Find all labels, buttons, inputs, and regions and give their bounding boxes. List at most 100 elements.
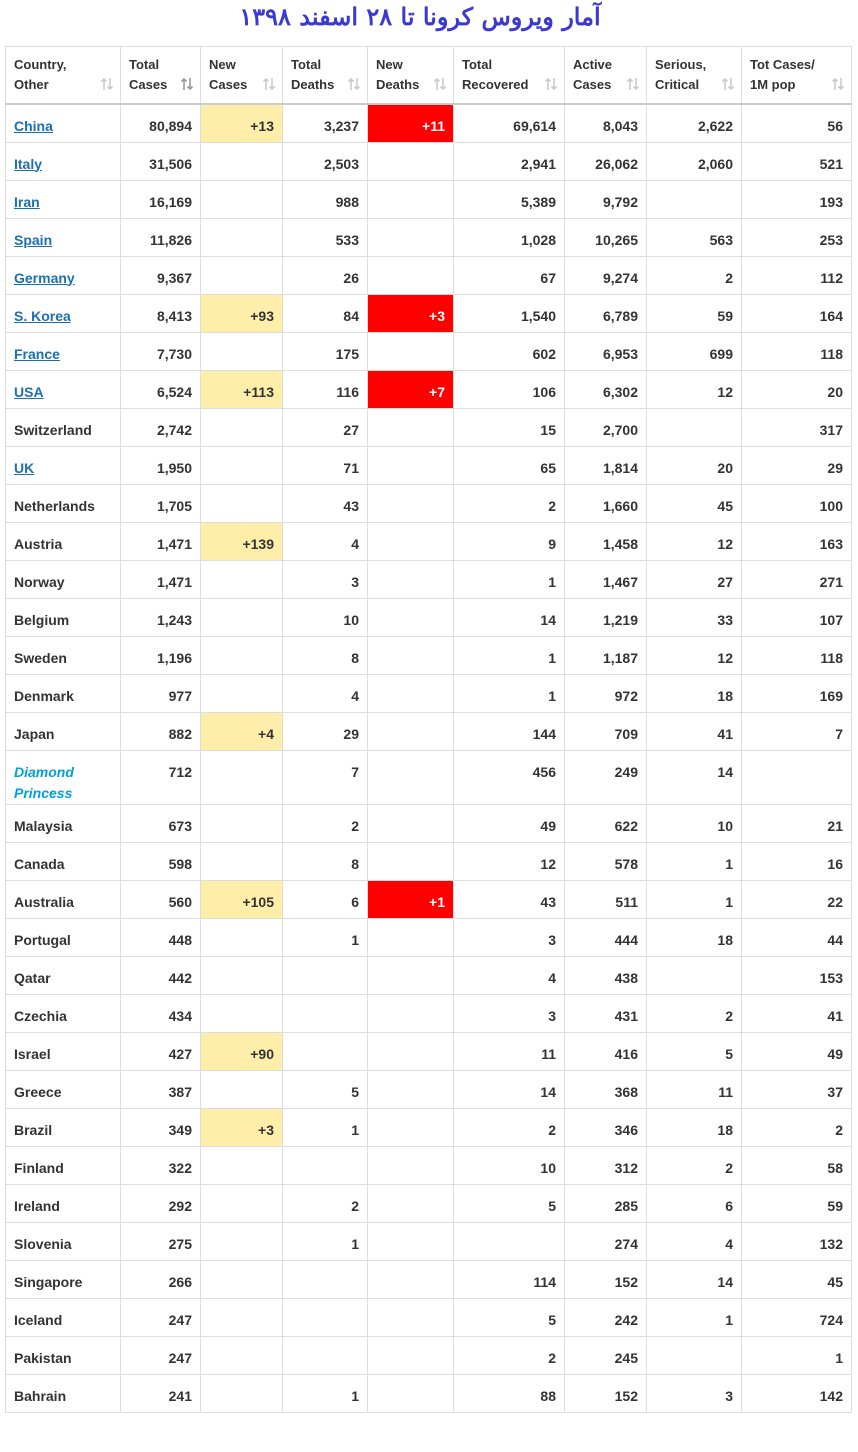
table-cell: [282, 955, 368, 995]
cell-value: 312: [614, 1159, 638, 1176]
cell-value: 3: [548, 931, 556, 948]
country-link[interactable]: S. Korea: [14, 307, 71, 324]
cell-value: 988: [335, 193, 359, 210]
table-cell: 175: [282, 331, 368, 371]
table-cell: +93: [200, 293, 283, 333]
table-cell: 1: [282, 1373, 368, 1413]
cell-value: 16,169: [149, 193, 192, 210]
cell-value: 2,622: [697, 118, 733, 134]
country-name: Portugal: [14, 931, 71, 948]
table-cell: [453, 1221, 565, 1261]
country-link[interactable]: Italy: [14, 155, 43, 172]
table-cell: 2: [741, 1107, 852, 1147]
table-row: Qatar 442 4 438 153: [5, 955, 852, 995]
table-cell: 241: [120, 1373, 201, 1413]
cell-value: 242: [614, 1311, 638, 1328]
sort-arrow: [262, 77, 276, 91]
cell-value: +1: [429, 893, 445, 910]
column-header[interactable]: Serious, Critical: [646, 46, 742, 105]
country-name: Czechia: [14, 1007, 67, 1024]
table-cell: 11,826: [120, 217, 201, 257]
cell-value: 7,730: [156, 345, 192, 362]
cell-value: 16: [827, 855, 843, 872]
cell-value: 285: [614, 1197, 638, 1214]
table-cell: 144: [453, 711, 565, 751]
table-cell: 45: [741, 1259, 852, 1299]
table-cell: Malaysia: [5, 803, 121, 843]
cell-value: 9,274: [602, 269, 638, 286]
country-link[interactable]: UK: [14, 459, 35, 476]
column-header[interactable]: New Cases: [200, 46, 283, 105]
cell-value: 266: [168, 1273, 192, 1290]
cell-value: 56: [827, 118, 843, 134]
table-row: Switzerland 2,742 27 15 2,700 317: [5, 407, 852, 447]
table-cell: 2,060: [646, 141, 742, 181]
table-cell: 80,894: [120, 103, 201, 143]
table-cell: [200, 803, 283, 843]
cell-value: 1,471: [156, 573, 192, 590]
cell-value: 7: [351, 763, 359, 780]
table-cell: 27: [282, 407, 368, 447]
table-cell: 2,941: [453, 141, 565, 181]
country-link[interactable]: China: [14, 118, 53, 134]
cell-value: 118: [820, 649, 843, 666]
table-cell: 346: [564, 1107, 647, 1147]
cell-value: 2: [725, 1159, 733, 1176]
table-row: Pakistan 247 2 245 1: [5, 1335, 852, 1375]
column-header[interactable]: New Deaths: [367, 46, 454, 105]
cell-value: 709: [614, 725, 638, 742]
table-cell: Czechia: [5, 993, 121, 1033]
table-cell: 8: [282, 841, 368, 881]
cell-value: 977: [168, 687, 192, 704]
cell-value: 49: [827, 1045, 843, 1062]
country-link[interactable]: Iran: [14, 193, 40, 210]
country-name: Pakistan: [14, 1349, 72, 1366]
table-cell: 578: [564, 841, 647, 881]
cell-value: 1,467: [602, 573, 638, 590]
table-row: Denmark 977 4 1 972 18 169: [5, 673, 852, 713]
cell-value: 14: [540, 611, 556, 628]
table-cell: 266: [120, 1259, 201, 1299]
table-cell: Belgium: [5, 597, 121, 637]
cell-value: 673: [168, 817, 192, 834]
column-header[interactable]: Total Cases: [120, 46, 201, 105]
table-cell: [282, 993, 368, 1033]
table-cell: [367, 1373, 454, 1413]
table-cell: [200, 673, 283, 713]
table-cell: [646, 179, 742, 219]
cell-value: 152: [614, 1273, 638, 1290]
table-row: Netherlands 1,705 43 2 1,660 45 100: [5, 483, 852, 523]
table-cell: 5: [453, 1297, 565, 1337]
table-cell: 29: [741, 445, 852, 485]
table-cell: 1,471: [120, 521, 201, 561]
table-cell: 2: [282, 803, 368, 843]
country-link[interactable]: Spain: [14, 231, 53, 248]
cell-value: 5: [548, 1197, 556, 1214]
table-cell: 107: [741, 597, 852, 637]
column-header[interactable]: Total Deaths: [282, 46, 368, 105]
table-row: Iceland 247 5 242 1 724: [5, 1297, 852, 1337]
table-row: Norway 1,471 3 1 1,467 27 271: [5, 559, 852, 599]
country-link[interactable]: France: [14, 345, 60, 362]
column-header[interactable]: Active Cases: [564, 46, 647, 105]
country-link[interactable]: USA: [14, 383, 44, 400]
column-header[interactable]: Country, Other: [5, 46, 121, 105]
column-header[interactable]: Tot Cases/1M pop: [741, 46, 852, 105]
table-cell: 41: [741, 993, 852, 1033]
table-cell: [282, 1335, 368, 1375]
table-cell: 8,043: [564, 103, 647, 143]
table-cell: [367, 955, 454, 995]
table-cell: 4: [453, 955, 565, 995]
column-header[interactable]: Total Recovered: [453, 46, 565, 105]
table-cell: 712: [120, 749, 201, 805]
table-cell: [200, 1145, 283, 1185]
cell-value: 67: [540, 269, 556, 286]
table-cell: Denmark: [5, 673, 121, 713]
header-text: New: [376, 57, 403, 72]
table-cell: 253: [741, 217, 852, 257]
table-row: China 80,894 +13 3,237 +11 69,614 8,043 2,622 56: [5, 103, 852, 143]
country-link[interactable]: Germany: [14, 269, 75, 286]
cell-value: 2: [548, 1121, 556, 1138]
cell-value: 4: [725, 1235, 733, 1252]
table-cell: 33: [646, 597, 742, 637]
